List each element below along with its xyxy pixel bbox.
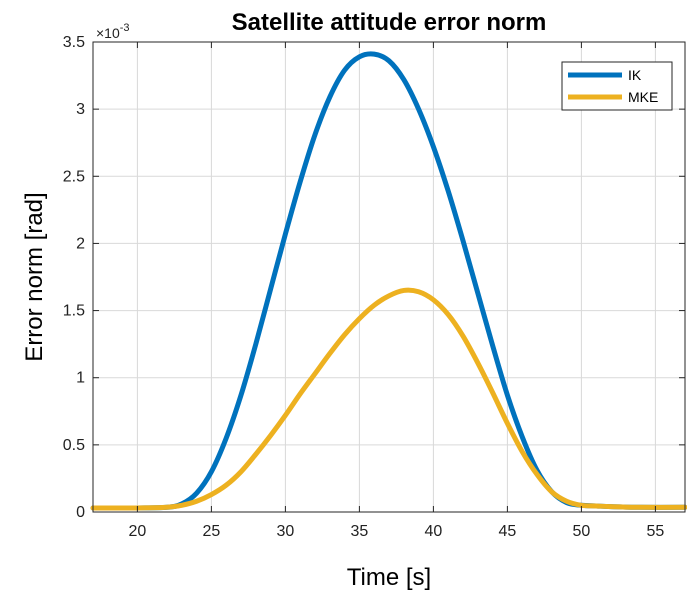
series-group — [90, 51, 687, 511]
legend-label-ik: IK — [628, 67, 642, 83]
legend-box — [561, 61, 673, 111]
y-multiplier-base: ×10 — [96, 25, 120, 41]
chart-title: Satellite attitude error norm — [232, 9, 547, 36]
x-axis-label: Time [s] — [347, 564, 431, 590]
plot-frame — [92, 41, 686, 513]
y-tick-label: 0.5 — [63, 437, 85, 454]
y-multiplier-exponent: -3 — [120, 22, 130, 34]
x-tick-label: 30 — [277, 523, 295, 540]
y-tick-label: 1.5 — [63, 303, 85, 320]
y-tick-label: 2.5 — [63, 168, 85, 185]
y-multiplier: ×10-3 — [96, 22, 130, 41]
series-line-mke — [90, 287, 687, 511]
y-axis-label: Error norm [rad] — [21, 192, 48, 361]
y-tick-label: 2 — [76, 235, 85, 252]
y-tick-label: 3.5 — [63, 34, 85, 51]
legend: IK MKE — [561, 61, 673, 111]
x-tick-label: 55 — [647, 523, 665, 540]
axis-ticks: 20 25 30 35 40 45 50 55 0 0.5 1 1.5 2 2.5 3 3.5 — [63, 34, 685, 540]
x-tick-label: 45 — [499, 523, 517, 540]
y-tick-label: 0 — [76, 504, 85, 521]
grid-lines — [93, 41, 685, 513]
x-tick-label: 25 — [203, 523, 221, 540]
x-tick-label: 20 — [129, 523, 147, 540]
x-tick-label: 35 — [351, 523, 369, 540]
legend-label-mke: MKE — [628, 89, 658, 105]
x-tick-label: 40 — [425, 523, 443, 540]
y-tick-label: 1 — [76, 370, 85, 387]
y-tick-label: 3 — [76, 101, 85, 118]
x-tick-label: 50 — [573, 523, 591, 540]
plot-background — [93, 42, 685, 512]
